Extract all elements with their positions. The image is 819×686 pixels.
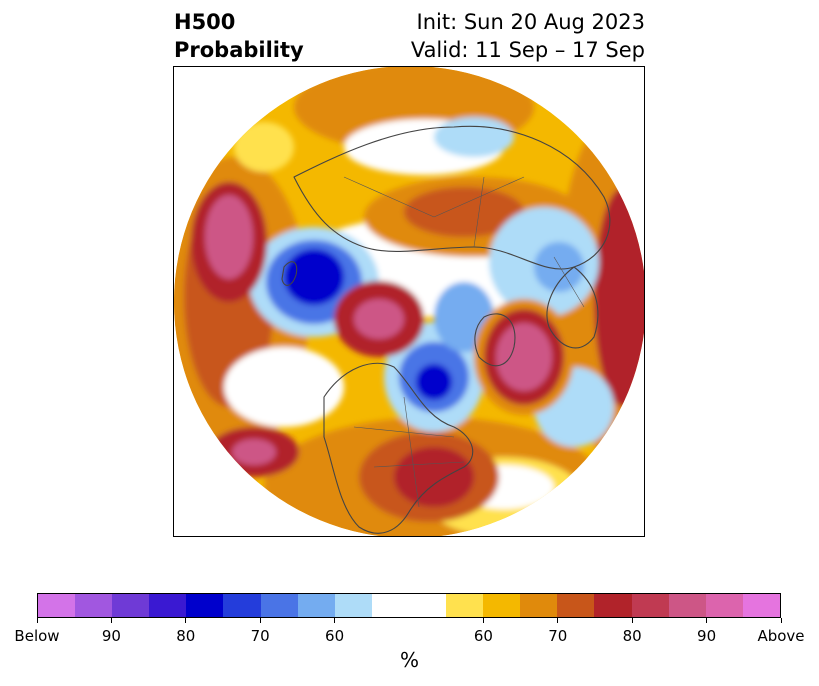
map-subtitle: Init: Sun 20 Aug 2023 Valid: 11 Sep – 17… xyxy=(411,8,645,64)
colorbar-tick-label: 60 xyxy=(325,627,345,645)
colorbar-tick-mark xyxy=(36,618,38,623)
colorbar-ticks: Below 90 80 70 60 60 70 80 90 Above xyxy=(0,618,819,648)
border-7 xyxy=(553,256,585,308)
colorbar-tick-mark xyxy=(631,618,633,623)
colorbar-unit: % xyxy=(399,648,419,672)
above-max-pacific-2 xyxy=(205,195,253,279)
colorbar-swatch xyxy=(334,594,372,617)
below-zone-north xyxy=(434,117,514,157)
title-variable: H500 xyxy=(174,10,236,34)
colorbar-swatch xyxy=(520,594,558,617)
colorbar-tick-mark xyxy=(185,618,187,623)
probability-map xyxy=(174,67,644,536)
border-6 xyxy=(473,176,485,248)
colorbar-tick-label: 80 xyxy=(176,627,196,645)
title-product: Probability xyxy=(174,38,304,62)
coastline-japan xyxy=(281,261,298,286)
above-max-us-2 xyxy=(394,447,474,507)
colorbar-swatch xyxy=(446,594,484,617)
colorbar-tick-mark xyxy=(110,618,112,623)
map-title: H500 Probability xyxy=(174,8,304,64)
colorbar-swatch xyxy=(297,594,335,617)
coastline-europe xyxy=(546,266,599,349)
polar-map xyxy=(173,66,645,537)
colorbar-swatch xyxy=(149,594,187,617)
colorbar-swatch xyxy=(112,594,150,617)
colorbar-swatch xyxy=(75,594,113,617)
valid-range: Valid: 11 Sep – 17 Sep xyxy=(410,38,645,62)
colorbar-swatch xyxy=(408,594,447,617)
colorbar-tick-label: 60 xyxy=(473,627,493,645)
colorbar-swatch xyxy=(557,594,595,617)
border-3 xyxy=(403,396,420,508)
colorbar-swatch xyxy=(223,594,261,617)
borders xyxy=(343,176,585,508)
border-1 xyxy=(353,426,455,438)
colorbar-tick-label: Below xyxy=(14,627,60,645)
colorbar-tick-label: Above xyxy=(757,627,805,645)
colorbar-swatch xyxy=(371,594,409,617)
border-5 xyxy=(433,176,525,218)
colorbar xyxy=(37,593,781,618)
coastline-greenland xyxy=(474,313,516,367)
coastlines xyxy=(281,125,611,534)
colorbar-tick-label: 70 xyxy=(548,627,568,645)
below-zone-europe-2 xyxy=(534,242,584,292)
colorbar-swatch xyxy=(742,594,780,617)
colorbar-tick-label: 80 xyxy=(622,627,642,645)
above-max-alaska-2 xyxy=(354,299,404,339)
neutral-zone-5 xyxy=(234,122,294,172)
colorbar-tick-label: 70 xyxy=(250,627,270,645)
border-2 xyxy=(373,461,465,468)
above-zone-siberia-inner xyxy=(404,187,524,237)
init-date: Init: Sun 20 Aug 2023 xyxy=(416,10,645,34)
neutral-zone-1 xyxy=(224,347,344,427)
border-4 xyxy=(343,176,435,218)
coastline-asia xyxy=(293,125,611,270)
colorbar-tick-label: 90 xyxy=(697,627,717,645)
above-max-atlantic-3 xyxy=(496,323,552,391)
colorbar-swatch xyxy=(668,594,706,617)
colorbar-tick-mark xyxy=(557,618,559,623)
colorbar-swatch xyxy=(260,594,298,617)
colorbar-swatch xyxy=(483,594,521,617)
below-zone-pacific-3 xyxy=(284,249,344,305)
above-max-hawaii-2 xyxy=(232,439,276,465)
colorbar-tick-mark xyxy=(259,618,261,623)
colorbar-swatch xyxy=(594,594,632,617)
colorbar-tick-mark xyxy=(780,618,782,623)
colorbar-swatch xyxy=(38,594,76,617)
colorbar-swatch xyxy=(631,594,669,617)
colorbar-tick-mark xyxy=(482,618,484,623)
colorbar-swatch xyxy=(705,594,743,617)
below-zone-canada-3 xyxy=(416,364,452,400)
colorbar-swatch xyxy=(186,594,224,617)
colorbar-tick-mark xyxy=(706,618,708,623)
colorbar-tick-mark xyxy=(334,618,336,623)
colorbar-tick-label: 90 xyxy=(101,627,121,645)
coastline-north-america xyxy=(323,362,474,534)
